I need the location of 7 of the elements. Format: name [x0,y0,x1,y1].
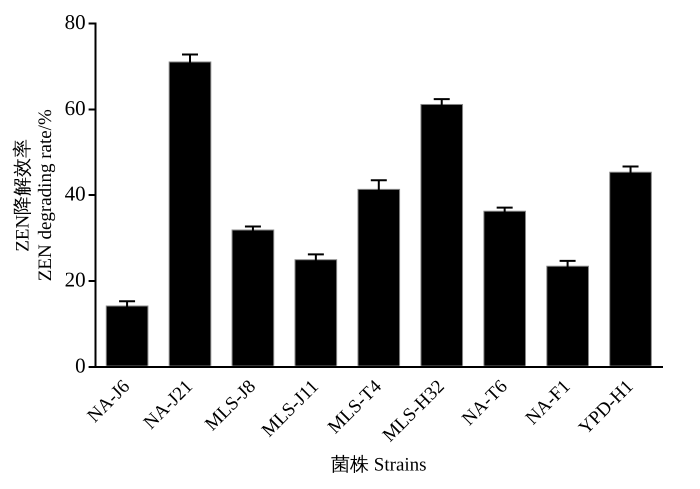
y-tick-label: 40 [64,182,86,206]
y-axis-title: ZEN降解效率 ZEN degrading rate/% [11,109,56,282]
y-tick-label: 80 [64,10,86,34]
y-tick-label: 0 [75,353,86,378]
y-tick-label: 20 [64,268,86,292]
y-tick-label: 60 [64,96,86,120]
x-axis-title: 菌株 Strains [331,454,427,476]
